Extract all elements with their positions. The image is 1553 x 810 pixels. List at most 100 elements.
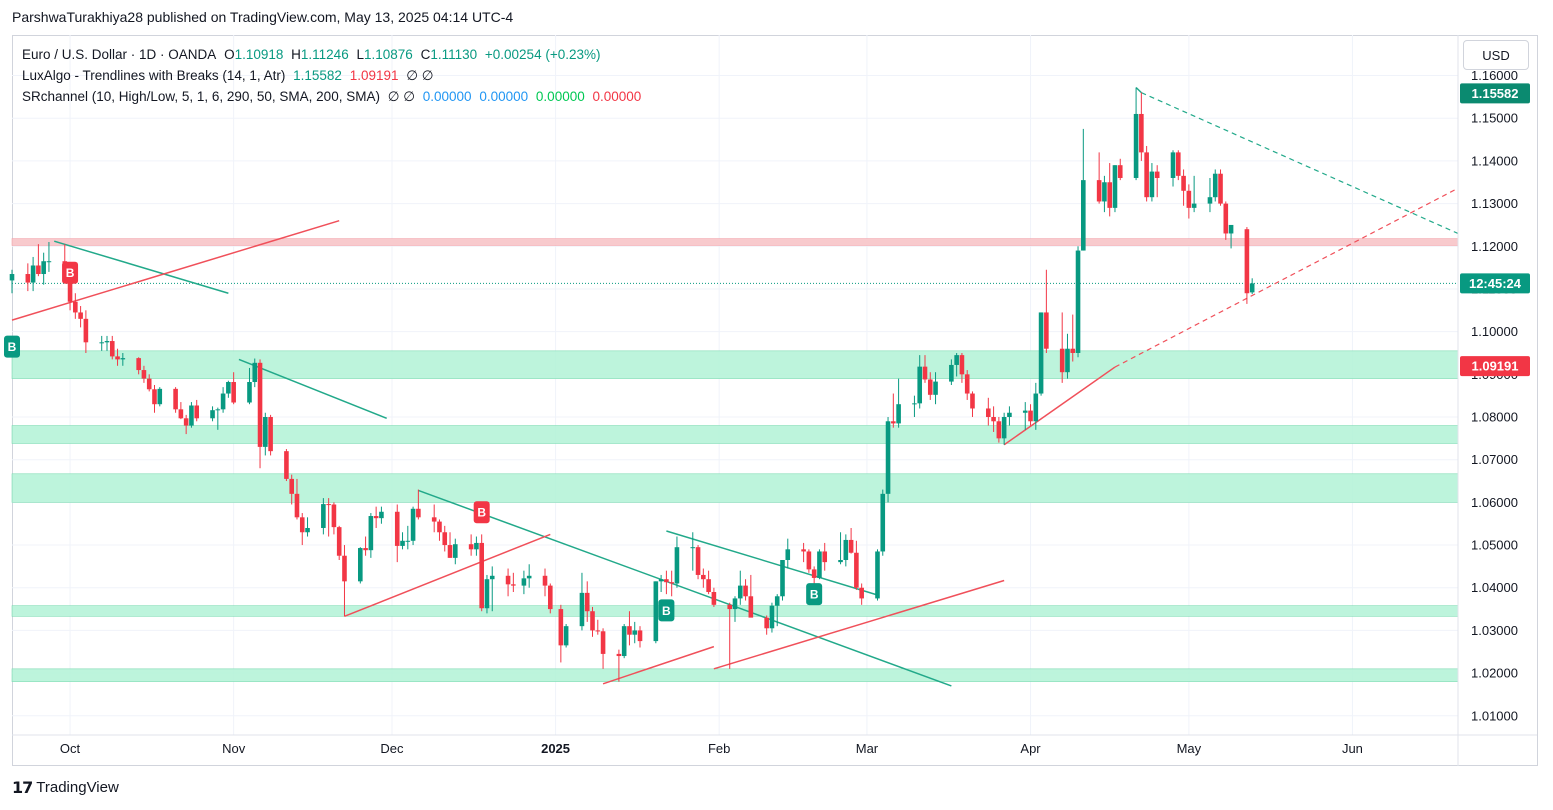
candle-body — [970, 393, 975, 409]
x-tick-label: Apr — [1020, 741, 1041, 756]
signal-badge — [473, 501, 490, 524]
candle — [442, 525, 448, 552]
candle-body — [379, 511, 384, 519]
candle — [843, 534, 849, 567]
candle-body — [299, 517, 305, 533]
indicator-2-name[interactable]: SRchannel (10, High/Low, 5, 1, 6, 290, 5… — [22, 89, 380, 104]
candle — [83, 310, 89, 353]
candle — [447, 532, 453, 558]
indicator-1-name[interactable]: LuxAlgo - Trendlines with Breaks (14, 1,… — [22, 68, 286, 83]
candle — [964, 370, 970, 400]
candle — [115, 348, 120, 366]
indicator-2-value-2: 0.00000 — [479, 89, 529, 104]
candle — [416, 489, 421, 520]
candle-body — [584, 592, 590, 612]
candle-body — [774, 596, 780, 606]
y-tick-label: 1.02000 — [1471, 666, 1518, 681]
candle-body — [1112, 165, 1118, 208]
candle — [1112, 165, 1118, 213]
indicator-1-value-2: 1.09191 — [349, 68, 399, 83]
trendline-down-extension — [1141, 92, 1459, 235]
candle — [321, 498, 326, 535]
signal-text: B — [66, 266, 75, 280]
candle-body — [817, 551, 822, 578]
candle — [954, 352, 959, 377]
symbol-name[interactable]: Euro / U.S. Dollar · 1D · OANDA — [22, 47, 217, 62]
trendline-down — [54, 240, 229, 294]
candle-body — [933, 381, 938, 395]
candle-body — [521, 578, 527, 586]
candle-body — [1033, 393, 1039, 422]
candle — [394, 504, 400, 563]
candle — [627, 611, 632, 646]
candle — [521, 570, 527, 595]
candle-body — [964, 374, 970, 394]
candle — [711, 587, 717, 607]
candle-body — [922, 366, 928, 380]
open-label: O — [224, 47, 235, 62]
candle — [194, 399, 200, 422]
currency-button[interactable]: USD — [1463, 40, 1529, 70]
trendline-up — [1003, 366, 1116, 446]
candle-body — [115, 356, 120, 360]
candle — [336, 525, 342, 560]
candles — [9, 87, 1255, 682]
candle — [542, 568, 548, 597]
signal-label: B — [4, 335, 20, 358]
candle — [257, 359, 263, 469]
candle-body — [104, 341, 110, 343]
candle-body — [73, 301, 78, 313]
candle — [854, 540, 859, 590]
y-tick-label: 1.10000 — [1471, 324, 1518, 339]
candle — [46, 242, 52, 272]
candle — [9, 269, 15, 294]
candle-body — [358, 548, 363, 582]
candle — [452, 538, 458, 565]
candle — [801, 542, 806, 563]
candle-body — [1075, 250, 1081, 353]
candle — [299, 513, 305, 546]
candle — [764, 615, 769, 635]
candle-body — [806, 551, 812, 570]
candle-body — [41, 261, 46, 275]
candle-body — [1096, 180, 1102, 202]
price-tag: 1.09191 — [1460, 356, 1530, 377]
candle-body — [690, 547, 696, 549]
footer-brand[interactable]: 17 TradingView — [12, 778, 119, 797]
candle-body — [189, 405, 194, 426]
candle-body — [1244, 229, 1250, 294]
low-value: 1.10876 — [364, 47, 413, 62]
candle-body — [927, 379, 933, 395]
candle-body — [1228, 224, 1234, 234]
candle-body — [1065, 348, 1070, 373]
signals: B B B B B — [4, 261, 823, 622]
high-label: H — [291, 47, 301, 62]
candle-body — [959, 355, 965, 375]
candle — [706, 570, 711, 595]
candle — [73, 293, 78, 319]
candle-body — [1044, 312, 1049, 349]
indicator-1-na: ∅ ∅ — [406, 68, 434, 83]
legend-indicator-2: SRchannel (10, High/Low, 5, 1, 6, 290, 5… — [22, 86, 645, 107]
candle-body — [257, 362, 263, 447]
candle — [1191, 175, 1197, 213]
candle-body — [780, 560, 785, 597]
candle — [600, 628, 606, 669]
candle-body — [394, 511, 400, 546]
candle — [41, 252, 46, 285]
candle-body — [912, 403, 917, 405]
y-tick-label: 1.15000 — [1471, 111, 1518, 126]
candle — [489, 566, 495, 612]
signal-badge — [806, 583, 823, 606]
candle — [1139, 92, 1144, 161]
candle-body — [1149, 171, 1155, 198]
candle-body — [558, 609, 564, 646]
candle-body — [801, 549, 806, 552]
candle — [1028, 404, 1033, 426]
candle-body — [769, 605, 775, 629]
candle-body — [1207, 197, 1213, 204]
candle-body — [252, 362, 258, 383]
candle — [695, 545, 701, 580]
candle — [590, 606, 595, 637]
